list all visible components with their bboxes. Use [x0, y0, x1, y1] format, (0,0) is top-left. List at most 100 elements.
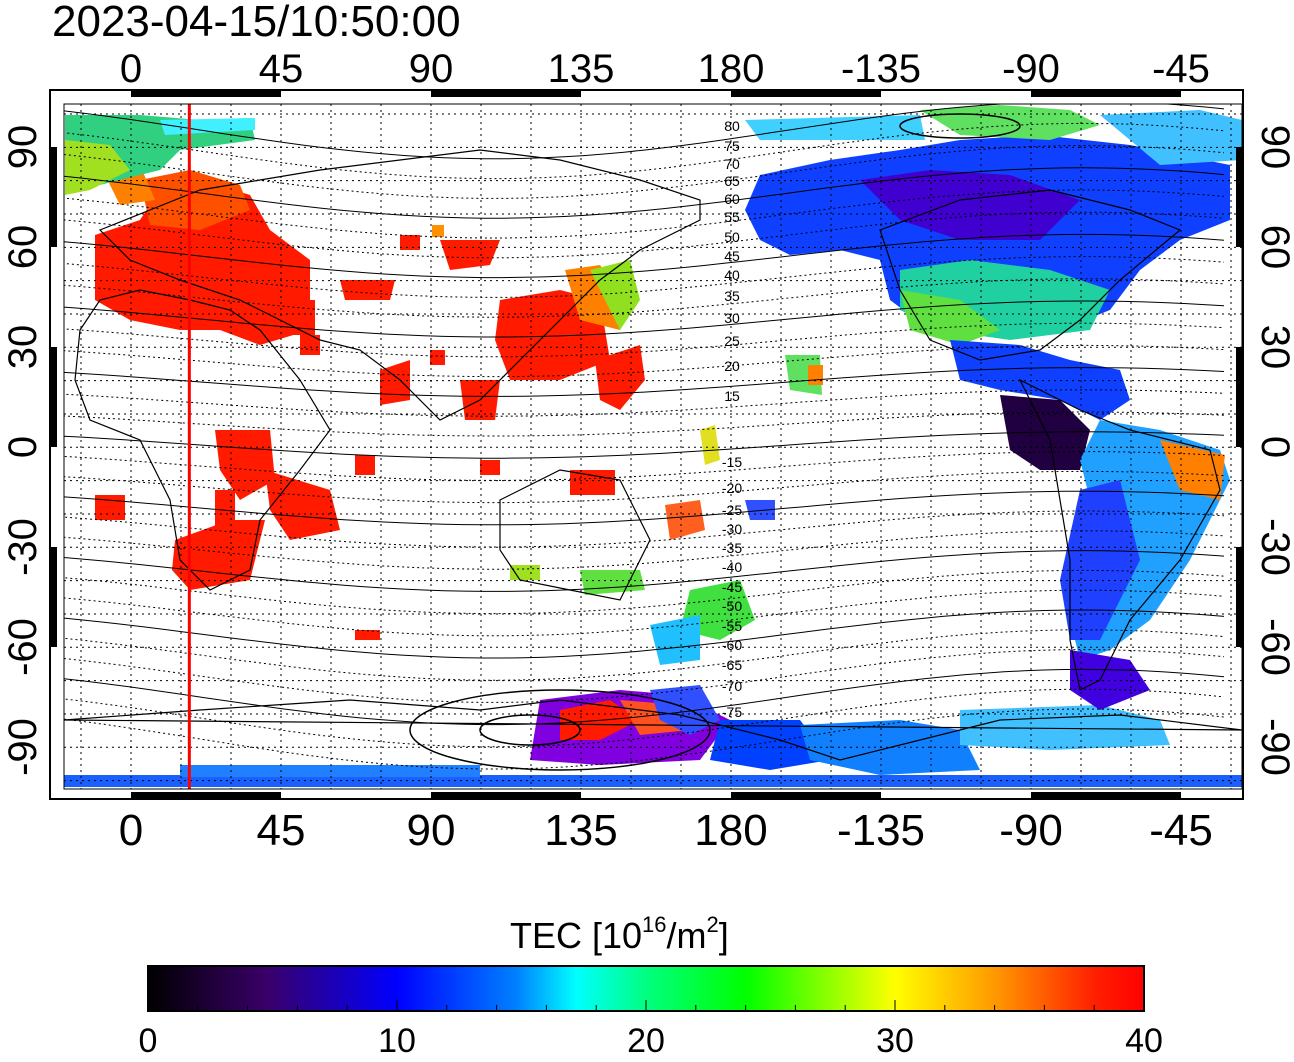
right-tick-label: 30 [1253, 325, 1294, 370]
contour-line [64, 278, 1225, 318]
figure-title: 2023-04-15/10:50:00 [52, 0, 461, 46]
contour-label: -20 [722, 480, 742, 496]
top-tick-label: 0 [120, 47, 142, 91]
right-tick-label: -90 [1253, 718, 1294, 776]
contour-label: 20 [724, 358, 740, 374]
coastline [98, 149, 701, 421]
top-scale-segment [1031, 90, 1181, 97]
tec-cell [355, 630, 380, 640]
contour-line [64, 530, 1225, 570]
left-tick-label: -90 [1, 718, 45, 776]
contour-line [64, 708, 1225, 770]
contour-ellipse [409, 689, 711, 771]
contour-line [64, 167, 1225, 219]
bottom-tick-label: 0 [119, 806, 143, 855]
contour-label: -60 [722, 637, 742, 653]
contour-line [64, 569, 1225, 615]
right-scale-segment [1236, 347, 1243, 447]
tec-patch [340, 280, 395, 300]
contour-label: 65 [724, 173, 740, 189]
contour-line [64, 470, 1225, 504]
left-scale-segment [50, 147, 57, 247]
contour-label: 45 [724, 248, 740, 264]
contour-label: -30 [722, 521, 742, 537]
tec-patch [650, 685, 720, 735]
bottom-longitude-ticks: 0 45 90 135 180 -135 -90 -45 [119, 806, 1213, 855]
tec-patch [920, 105, 1100, 140]
left-latitude-ticks: 90 60 30 0 -30 -60 -90 [1, 125, 45, 776]
contour-line [64, 589, 1225, 637]
contour-label: -70 [722, 678, 742, 694]
contour-label: 35 [724, 288, 740, 304]
tec-patch [950, 340, 1130, 420]
contour-label: 70 [724, 156, 740, 172]
bottom-tick-label: 45 [257, 806, 306, 855]
contour-label: 80 [724, 118, 740, 134]
contour-label: 25 [724, 333, 740, 349]
right-scale-segment [1236, 547, 1243, 647]
coastline [1018, 378, 1221, 691]
tec-patch [580, 570, 645, 595]
tec-patch [1100, 110, 1242, 165]
contour-label: -25 [722, 502, 742, 518]
contour-line [64, 609, 1225, 659]
tec-cell [480, 460, 500, 475]
left-tick-label: 60 [1, 225, 45, 270]
tec-patch [745, 500, 775, 520]
contour-ellipse [479, 714, 581, 746]
top-tick-label: -45 [1152, 47, 1210, 91]
contour-line [64, 411, 1225, 437]
contour-label: -40 [722, 559, 742, 575]
bottom-scale-segment [731, 792, 881, 799]
colorbar-ticks: 0 10 20 30 40 [139, 1000, 1163, 1060]
bottom-tick-label: -45 [1149, 806, 1213, 855]
right-latitude-ticks: 90 60 30 0 -30 -60 -90 [1253, 125, 1294, 776]
contour-label: 40 [724, 267, 740, 283]
contour-label: -65 [722, 657, 742, 673]
top-longitude-ticks: 0 45 90 135 180 -135 -90 -45 [120, 47, 1210, 91]
map-area [64, 104, 1242, 789]
bottom-tick-label: -90 [999, 806, 1063, 855]
contour-label: 75 [724, 138, 740, 154]
tec-cell [430, 350, 445, 365]
colorbar-tick-label: 40 [1125, 1022, 1163, 1057]
contour-line [64, 367, 1225, 397]
contour-label: -75 [722, 704, 742, 720]
contour-label: 55 [724, 209, 740, 225]
top-tick-label: -90 [1002, 47, 1060, 91]
left-tick-label: -60 [1, 618, 45, 676]
bottom-tick-label: 180 [694, 806, 767, 855]
left-tick-label: 30 [1, 325, 45, 370]
right-tick-label: 60 [1253, 225, 1294, 270]
contour-label: -45 [722, 579, 742, 595]
tec-patch [665, 500, 705, 540]
left-scale-segment [50, 547, 57, 647]
graticule [64, 104, 1242, 789]
bottom-scale-segment [1031, 792, 1181, 799]
left-tick-label: 0 [1, 436, 45, 458]
right-tick-label: 90 [1253, 125, 1294, 170]
tec-patch [1060, 480, 1140, 640]
contour-line [64, 451, 1225, 481]
contour-label: 15 [724, 388, 740, 404]
tec-patch [172, 520, 265, 590]
tec-patch [265, 470, 340, 540]
tec-cell [400, 235, 420, 250]
tec-patch [700, 425, 720, 465]
left-scale-segment [50, 347, 57, 447]
coastline [879, 189, 1182, 361]
tec-cell [180, 765, 480, 777]
coastline [74, 289, 331, 591]
bottom-tick-label: 90 [407, 806, 456, 855]
tec-patch [650, 615, 700, 665]
tec-patch [380, 360, 410, 405]
tec-patch [960, 705, 1170, 750]
contour-line [64, 104, 1225, 160]
bottom-scale-segment [131, 792, 281, 799]
contour-line [64, 550, 1225, 592]
top-scale-segment [431, 90, 581, 97]
top-tick-label: 135 [548, 47, 615, 91]
